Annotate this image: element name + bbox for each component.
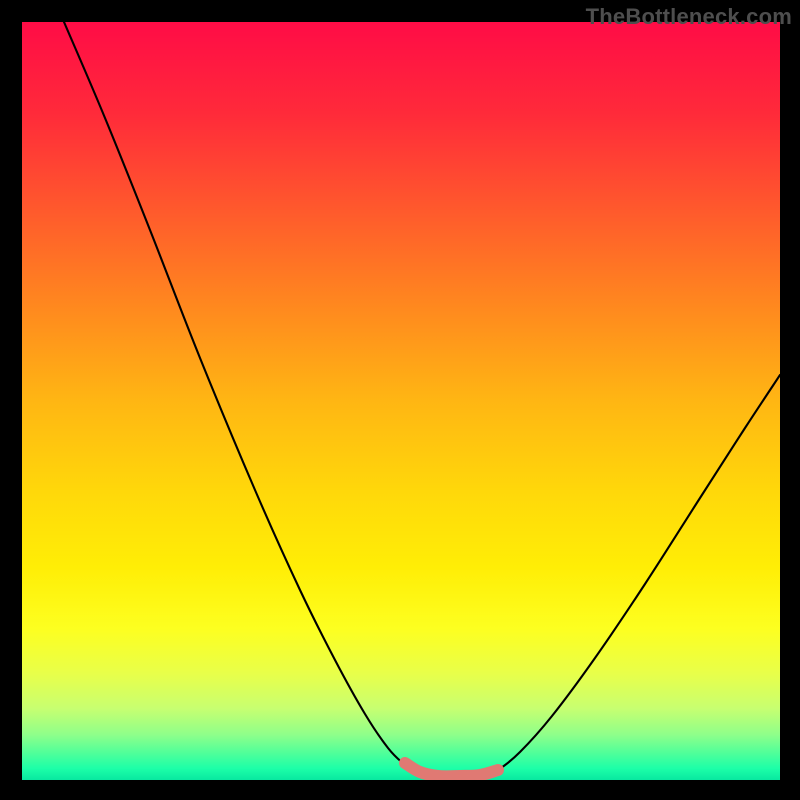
watermark-text: TheBottleneck.com [586,4,792,30]
chart-stage: TheBottleneck.com [0,0,800,800]
plot-background [22,22,780,780]
bottleneck-curve-chart [0,0,800,800]
